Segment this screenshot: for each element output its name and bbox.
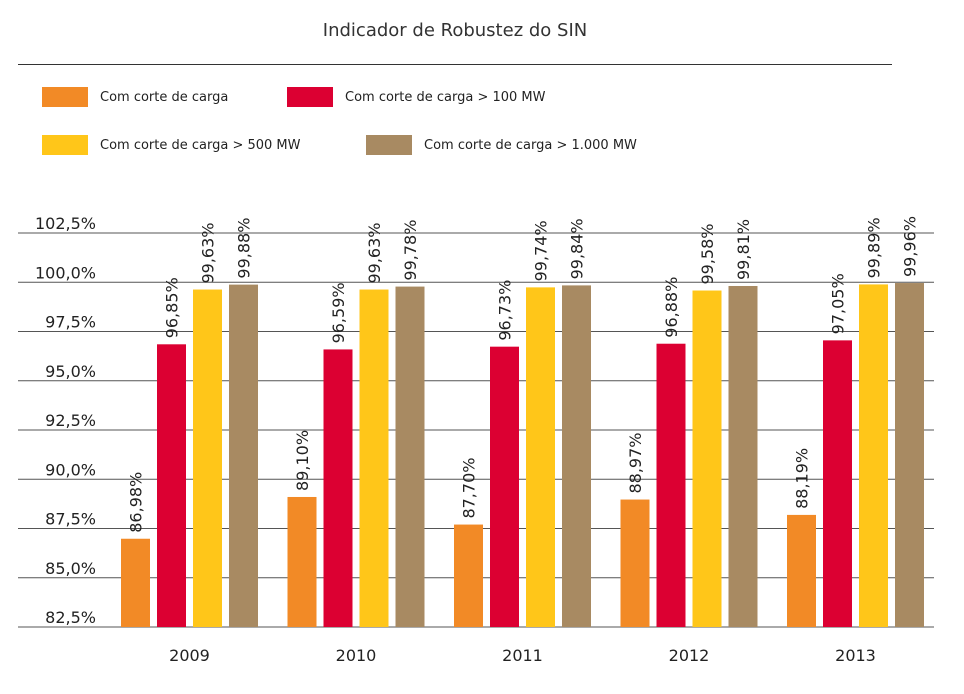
bar: [121, 538, 150, 627]
data-label: 99,74%: [532, 220, 551, 281]
bar: [323, 349, 353, 627]
bar: [395, 286, 425, 627]
data-label: 99,78%: [401, 220, 420, 281]
bar: [157, 344, 186, 627]
data-label: 99,96%: [901, 216, 920, 277]
bar: [359, 289, 389, 627]
legend-swatch: [366, 135, 412, 155]
x-tick-label: 2009: [169, 646, 210, 665]
data-label: 96,85%: [163, 277, 182, 338]
legend-label: Com corte de carga > 500 MW: [100, 137, 301, 153]
data-label: 99,63%: [199, 223, 218, 284]
y-tick-label: 90,0%: [45, 460, 96, 479]
data-label: 86,98%: [127, 472, 146, 533]
legend-item-com-corte-de-carga: Com corte de carga: [42, 87, 228, 107]
x-tick-label: 2011: [502, 646, 543, 665]
data-label: 96,73%: [496, 280, 515, 341]
bar: [454, 524, 483, 627]
data-label: 99,81%: [734, 219, 753, 280]
data-label: 99,84%: [568, 218, 587, 279]
x-tick-label: 2010: [336, 646, 377, 665]
bar: [490, 346, 519, 627]
legend-item-corte-100mw: Com corte de carga > 100 MW: [287, 87, 546, 107]
bar: [562, 285, 591, 627]
legend-swatch: [287, 87, 333, 107]
bar: [620, 499, 650, 627]
bar: [823, 340, 852, 627]
data-label: 87,70%: [460, 458, 479, 519]
y-tick-label: 100,0%: [35, 263, 96, 282]
x-tick-label: 2013: [835, 646, 876, 665]
y-tick-label: 97,5%: [45, 313, 96, 332]
bar: [895, 283, 924, 627]
bar: [787, 514, 816, 627]
data-label: 99,89%: [865, 217, 884, 278]
data-label: 96,59%: [329, 282, 348, 343]
legend-label: Com corte de carga > 1.000 MW: [424, 137, 637, 153]
bar: [859, 284, 888, 627]
bar: [287, 496, 317, 627]
bar: [229, 284, 258, 627]
y-tick-label: 85,0%: [45, 559, 96, 578]
bar: [656, 343, 686, 627]
y-tick-label: 87,5%: [45, 510, 96, 529]
legend-label: Com corte de carga > 100 MW: [345, 89, 546, 105]
y-tick-label: 82,5%: [45, 608, 96, 627]
data-label: 96,88%: [662, 277, 681, 338]
y-tick-label: 95,0%: [45, 362, 96, 381]
legend-item-corte-500mw: Com corte de carga > 500 MW: [42, 135, 301, 155]
data-label: 99,63%: [365, 223, 384, 284]
chart-title: Indicador de Robustez do SIN: [322, 20, 588, 41]
bar: [728, 285, 758, 627]
legend-swatch: [42, 87, 88, 107]
data-label: 97,05%: [829, 273, 848, 334]
data-label: 88,19%: [793, 448, 812, 509]
legend-swatch: [42, 135, 88, 155]
data-label: 88,97%: [626, 433, 645, 494]
bar: [526, 287, 555, 627]
data-label: 99,88%: [235, 218, 254, 279]
x-tick-label: 2012: [669, 646, 710, 665]
data-label: 89,10%: [293, 430, 312, 491]
y-tick-label: 102,5%: [35, 214, 96, 233]
data-label: 99,58%: [698, 224, 717, 285]
y-tick-label: 92,5%: [45, 411, 96, 430]
title-divider: [18, 64, 892, 65]
legend-label: Com corte de carga: [100, 89, 229, 105]
bar: [193, 289, 222, 627]
bar: [692, 290, 722, 627]
legend-item-corte-1000mw: Com corte de carga > 1.000 MW: [366, 135, 637, 155]
